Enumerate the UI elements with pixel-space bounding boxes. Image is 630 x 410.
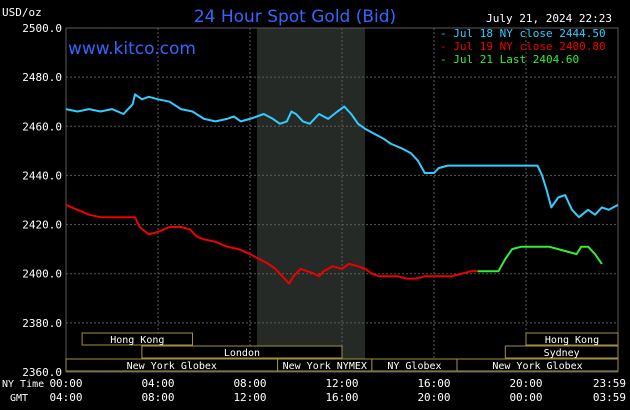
session-label: Hong Kong — [545, 335, 599, 346]
session-label: NY Globex — [387, 361, 441, 372]
gmt-time-tick: 08:00 — [141, 391, 174, 404]
series-line — [65, 203, 478, 285]
y-tick-label: 2480.0 — [22, 71, 62, 84]
highlight-band — [256, 28, 365, 372]
series-line — [65, 93, 619, 219]
ny-time-tick: 12:00 — [325, 377, 358, 390]
legend-entry: - Jul 19 NY close 2400.80 — [440, 40, 606, 53]
session-box — [504, 345, 619, 359]
y-tick-label: 2440.0 — [22, 169, 62, 182]
gmt-label: GMT — [10, 393, 28, 404]
y-tick-label: 2500.0 — [22, 22, 62, 35]
ny-time-tick: 16:00 — [417, 377, 450, 390]
y-tick-label: 2420.0 — [22, 219, 62, 232]
legend-entry: - Jul 18 NY close 2444.50 — [440, 27, 606, 40]
gmt-time-tick: 03:59 — [593, 391, 626, 404]
datetime-label: July 21, 2024 22:23 — [486, 12, 612, 25]
ny-time-label: NY Time — [2, 379, 44, 390]
legend-entry: - Jul 21 Last 2404.60 — [440, 53, 579, 66]
y-tick-label: 2400.0 — [22, 268, 62, 281]
x-tick-labels: 00:0004:0004:0008:0008:0012:0012:0016:00… — [49, 377, 626, 404]
nymex-band — [256, 28, 365, 372]
y-tick-label: 2360.0 — [22, 366, 62, 379]
session-label: London — [224, 348, 260, 359]
gmt-time-tick: 12:00 — [233, 391, 266, 404]
session-box — [456, 358, 619, 372]
y-tick-labels: 2360.0 2380.0 2400.0 2420.0 2440.0 2460.0 2480… — [22, 22, 62, 379]
ny-time-tick: 23:59 — [593, 377, 626, 390]
ny-time-tick: 08:00 — [233, 377, 266, 390]
ny-time-tick: 20:00 — [509, 377, 542, 390]
series-lines — [65, 93, 619, 285]
ny-time-tick: 04:00 — [141, 377, 174, 390]
legend: - Jul 18 NY close 2444.50- Jul 19 NY clo… — [440, 27, 606, 66]
gmt-time-tick: 04:00 — [49, 391, 82, 404]
gmt-time-tick: 00:00 — [509, 391, 542, 404]
market-sessions: Hong Kong Hong Kong London Sydney New York G… — [65, 332, 619, 372]
y-tick-label: 2460.0 — [22, 120, 62, 133]
session-label: Sydney — [544, 348, 580, 359]
session-box — [525, 332, 619, 346]
gmt-time-tick: 20:00 — [417, 391, 450, 404]
watermark: www.kitco.com — [68, 39, 196, 59]
session-label: New York Globex — [127, 361, 217, 372]
session-label: Hong Kong — [110, 335, 164, 346]
ny-time-tick: 00:00 — [49, 377, 82, 390]
session-label: New York NYMEX — [283, 361, 367, 372]
gmt-time-tick: 16:00 — [325, 391, 358, 404]
unit-label: USD/oz — [2, 6, 42, 19]
grid-lines — [65, 27, 619, 373]
plot-frame — [65, 27, 619, 373]
session-box — [81, 332, 193, 346]
chart-title: 24 Hour Spot Gold (Bid) — [194, 7, 396, 27]
series-line — [477, 245, 603, 273]
y-tick-label: 2380.0 — [22, 317, 62, 330]
session-label: New York Globex — [492, 361, 582, 372]
session-box — [141, 345, 343, 359]
